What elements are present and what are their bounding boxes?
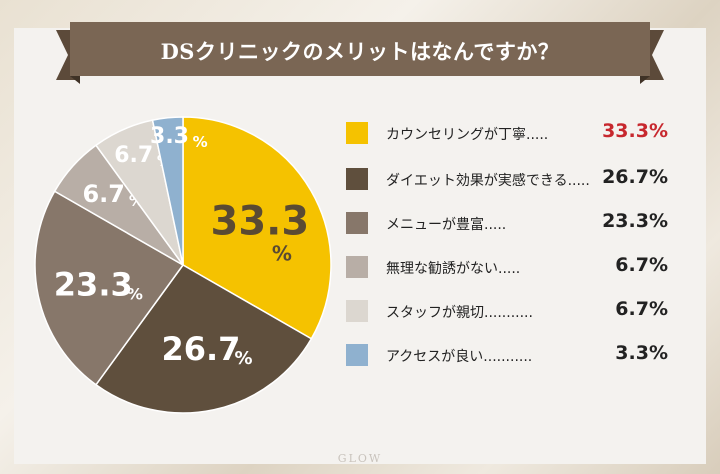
banner-shape bbox=[56, 22, 664, 84]
pie-slice-label: 33.3% bbox=[211, 199, 310, 266]
svg-text:%: % bbox=[272, 242, 292, 266]
svg-text:23.3: 23.3 bbox=[54, 265, 133, 303]
svg-text:3.3: 3.3 bbox=[150, 124, 189, 149]
legend-value: 3.3% bbox=[615, 342, 668, 364]
svg-text:6.7: 6.7 bbox=[82, 180, 125, 208]
svg-text:%: % bbox=[235, 348, 253, 369]
legend-swatch bbox=[346, 256, 368, 278]
svg-text:6.7: 6.7 bbox=[114, 143, 153, 168]
pie-slice bbox=[182, 116, 332, 340]
legend-swatch bbox=[346, 344, 368, 366]
legend-item: メニューが豊富..... 23.3% bbox=[340, 208, 680, 238]
brand-watermark: GLOW bbox=[337, 452, 383, 465]
legend-swatch bbox=[346, 300, 368, 322]
legend-item: アクセスが良い........... 3.3% bbox=[340, 340, 680, 370]
legend-swatch bbox=[346, 122, 368, 144]
svg-text:%: % bbox=[127, 284, 143, 303]
legend-label: ダイエット効果が実感できる..... bbox=[386, 173, 590, 189]
legend-value: 33.3% bbox=[602, 120, 668, 142]
legend-value: 23.3% bbox=[602, 210, 668, 232]
legend-value: 6.7% bbox=[615, 254, 668, 276]
legend-item: ダイエット効果が実感できる..... 26.7% bbox=[340, 164, 680, 194]
legend-item: 無理な勧誘がない..... 6.7% bbox=[340, 252, 680, 282]
pie-slice-label: 3.3% bbox=[150, 124, 208, 151]
legend-label: アクセスが良い........... bbox=[386, 349, 533, 365]
svg-text:26.7: 26.7 bbox=[161, 330, 240, 368]
legend-swatch bbox=[346, 212, 368, 234]
legend-label: カウンセリングが丁寧..... bbox=[386, 127, 549, 143]
pie-slice bbox=[94, 264, 313, 414]
pie-slice-label: 23.3% bbox=[54, 265, 143, 303]
legend-label: メニューが豊富..... bbox=[386, 217, 507, 233]
legend-value: 6.7% bbox=[615, 298, 668, 320]
chart-title: DSクリニックのメリットはなんですか？ bbox=[160, 39, 560, 64]
title-banner: DSクリニックのメリットはなんですか？ bbox=[56, 22, 664, 84]
pie-slice bbox=[34, 190, 185, 386]
legend-label: 無理な勧誘がない..... bbox=[386, 261, 521, 277]
pie-slice bbox=[151, 116, 184, 266]
legend-label: スタッフが親切........... bbox=[386, 305, 533, 321]
legend-item: スタッフが親切........... 6.7% bbox=[340, 296, 680, 326]
svg-text:%: % bbox=[193, 133, 208, 151]
svg-text:33.3: 33.3 bbox=[211, 199, 310, 245]
legend-item: カウンセリングが丁寧..... 33.3% bbox=[340, 118, 680, 148]
pie-slice-label: 26.7% bbox=[161, 330, 252, 369]
legend-swatch bbox=[346, 168, 368, 190]
legend-value: 26.7% bbox=[602, 166, 668, 188]
